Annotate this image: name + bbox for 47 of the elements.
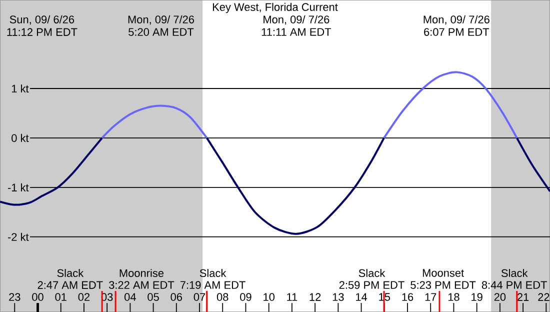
x-tick-label: 02: [78, 293, 90, 301]
x-tick-label: 04: [124, 293, 136, 301]
x-tick-label: 06: [170, 293, 182, 301]
annotation: Slack: [501, 268, 528, 278]
annotation: Sun, 09/ 6/26: [10, 15, 74, 25]
ref-line-label: 5:23 PM EDT: [410, 281, 476, 289]
y-tick-label: -1 kt: [8, 183, 29, 192]
ref-line-label: 7:19 AM EDT: [180, 281, 246, 289]
x-tick-label: 21: [517, 293, 529, 301]
ref-line-label: 2:59 PM EDT: [339, 281, 404, 289]
annotation: Mon, 09/ 7/26: [128, 15, 194, 25]
x-tick-label: 16: [402, 293, 414, 301]
x-tick-label: 08: [216, 293, 228, 301]
annotation: 6:07 PM EDT: [424, 28, 490, 36]
annotation: Mon, 09/ 7/26: [264, 15, 330, 25]
x-tick-label: 22: [538, 293, 550, 301]
y-tick-label: 1 kt: [12, 84, 29, 93]
annotation: Slack: [358, 268, 386, 278]
chart-title: Key West, Florida Current: [212, 2, 338, 14]
x-tick-label: 09: [240, 293, 252, 301]
annotation: 11:11 AM EDT: [262, 28, 332, 36]
ref-line-label: 2:47 AM EDT: [38, 281, 103, 289]
ref-line-label: 3:22 AM EDT: [109, 281, 174, 289]
x-tick-label: 07: [194, 293, 206, 301]
x-tick-label: 13: [332, 293, 344, 301]
x-tick-label: 12: [310, 293, 321, 301]
annotation: Moonrise: [120, 268, 164, 278]
x-tick-label: 00: [32, 293, 44, 301]
x-tick-label: 17: [425, 293, 436, 301]
ref-line-label: 8:44 PM EDT: [482, 281, 547, 289]
y-tick-label: 0 kt: [12, 134, 29, 142]
x-tick-label: 01: [55, 293, 66, 301]
x-tick-label: 05: [148, 293, 159, 301]
annotation: Slack: [57, 268, 84, 278]
x-tick-label: 20: [494, 293, 506, 301]
x-tick-label: 23: [9, 293, 20, 301]
annotation: Slack: [200, 268, 226, 278]
x-tick-label: 19: [472, 293, 482, 301]
annotation: 11:12 PM EDT: [7, 28, 78, 36]
x-tick-label: 18: [448, 293, 460, 301]
annotation: 5:20 AM EDT: [128, 28, 194, 36]
y-tick-label: -2 kt: [8, 232, 29, 241]
annotation: Moonset: [422, 269, 464, 277]
x-tick-label: 11: [287, 293, 298, 301]
annotation: Mon, 09/ 7/26: [424, 15, 490, 25]
x-tick-label: 10: [264, 293, 274, 301]
x-tick-label: 14: [356, 293, 368, 301]
